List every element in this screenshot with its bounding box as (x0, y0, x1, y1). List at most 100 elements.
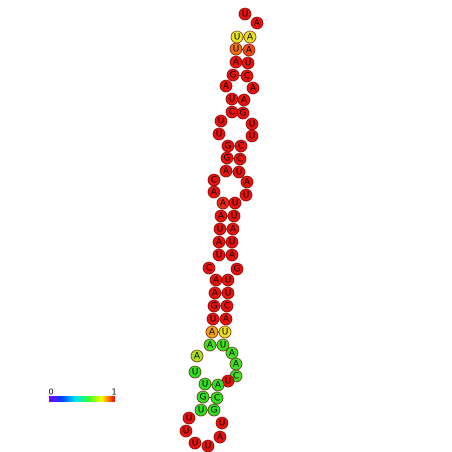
nucleotide-label: A (244, 178, 251, 188)
nucleotide (234, 139, 248, 153)
nucleotide (214, 114, 228, 128)
nucleotide-label: U (216, 251, 223, 261)
nucleotide-label: U (222, 328, 229, 338)
nucleotide-label: A (212, 289, 219, 299)
nucleotide-label: G (200, 393, 207, 403)
nucleotide-label: G (224, 154, 231, 164)
nucleotide (229, 42, 243, 56)
nucleotide-label: U (231, 212, 238, 222)
nucleotide (201, 439, 215, 452)
nucleotide (226, 68, 240, 82)
nucleotide-label: A (217, 433, 224, 443)
nucleotide-label: U (183, 427, 190, 437)
nucleotide-label: U (229, 95, 236, 105)
nucleotide-label: U (242, 10, 249, 20)
nucleotide (219, 79, 233, 93)
nucleotide (225, 346, 239, 360)
nucleotide (196, 390, 210, 404)
nucleotide (218, 325, 232, 339)
nucleotide-label: C (224, 302, 230, 312)
nucleotide (239, 188, 253, 202)
nucleotide-label: A (211, 188, 218, 198)
nucleotide-label: A (220, 199, 227, 209)
nucleotide-label: U (234, 33, 241, 43)
nucleotide (220, 299, 234, 313)
nucleotide (212, 235, 226, 249)
nucleotide-label: G (230, 71, 237, 81)
nucleotide (240, 69, 254, 83)
nucleotide-label: U (229, 238, 236, 248)
nucleotide-label: A (216, 238, 223, 248)
nucleotide (214, 209, 228, 223)
nucleotide-label: U (233, 45, 240, 55)
nucleotide (225, 235, 239, 249)
nucleotide-label: A (229, 251, 236, 261)
nucleotide-label: A (209, 328, 216, 338)
nucleotide-label: U (225, 289, 232, 299)
nucleotide (221, 286, 235, 300)
nucleotide-label: A (247, 33, 254, 43)
nucleotide (179, 424, 193, 438)
nucleotide (203, 338, 217, 352)
nucleotide (190, 349, 204, 363)
nucleotide-label: U (210, 315, 217, 325)
nucleotide (188, 436, 202, 450)
nucleotide-label: A (229, 349, 236, 359)
nucleotide (240, 175, 254, 189)
nucleotide (188, 365, 202, 379)
nucleotide (243, 30, 257, 44)
nucleotide (216, 338, 230, 352)
nucleotide-label: C (244, 72, 250, 82)
nucleotide (228, 196, 242, 210)
nucleotide-label: U (205, 442, 212, 452)
nucleotide-label: A (194, 352, 201, 362)
nucleotide (226, 222, 240, 236)
nucleotide-label: U (220, 341, 227, 351)
nucleotide-label: U (249, 132, 256, 142)
nucleotide-label: A (233, 58, 240, 68)
nucleotide (230, 262, 244, 276)
nucleotide-label: A (250, 84, 257, 94)
nucleotide (205, 325, 219, 339)
nucleotide (220, 151, 234, 165)
nucleotide (207, 299, 221, 313)
nucleotide-label: A (223, 315, 230, 325)
nucleotide-label: G (240, 109, 247, 119)
nucleotide (242, 43, 256, 57)
nucleotide (238, 7, 252, 21)
nucleotide (219, 164, 233, 178)
nucleotide-label: U (225, 377, 232, 387)
nucleotide-label: A (254, 19, 261, 29)
colorbar-max: 1 (111, 388, 116, 397)
nucleotide (208, 286, 222, 300)
nucleotide-label: U (236, 168, 243, 178)
nucleotide-label: U (217, 225, 224, 235)
nucleotide (221, 273, 235, 287)
nucleotide (212, 248, 226, 262)
nucleotide-label: G (211, 302, 218, 312)
nucleotide-label: U (232, 199, 239, 209)
nucleotide-label: U (225, 276, 232, 286)
nucleotide (198, 377, 212, 391)
nucleotide-label: A (218, 212, 225, 222)
nucleotide (237, 93, 251, 107)
nucleotide-label: A (230, 225, 237, 235)
nucleotide-label: A (215, 381, 222, 391)
nucleotide (227, 209, 241, 223)
nucleotide (207, 185, 221, 199)
nucleotide (245, 129, 259, 143)
nucleotide (233, 152, 247, 166)
nucleotide-label: C (238, 142, 244, 152)
nucleotide (211, 378, 225, 392)
nucleotide-label: A (223, 167, 230, 177)
nucleotide (215, 416, 229, 430)
nucleotide-label: U (218, 117, 225, 127)
nucleotide (213, 430, 227, 444)
nucleotide (213, 222, 227, 236)
nucleotide (246, 81, 260, 95)
nucleotide-label: C (229, 108, 235, 118)
nucleotide-label: U (216, 130, 223, 140)
nucleotide-label: A (246, 46, 253, 56)
nucleotide-label: U (243, 191, 250, 201)
